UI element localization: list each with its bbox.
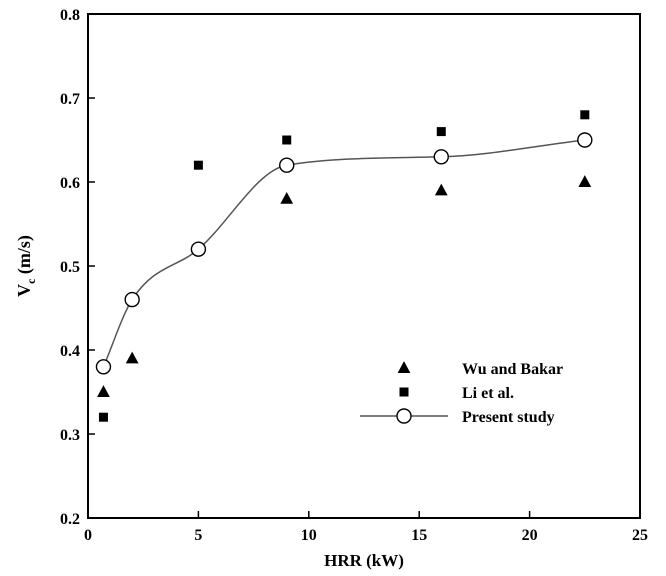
legend-li-et-al-marker xyxy=(399,387,409,397)
present-study-point xyxy=(279,157,295,173)
legend-wu-and-bakar-marker xyxy=(397,361,411,373)
wu-and-bakar-point xyxy=(125,351,139,364)
legend: Wu and Bakar Li et al. Present study xyxy=(360,361,563,426)
li-et-al-point xyxy=(98,412,108,422)
y-tick-label: 0.3 xyxy=(60,427,80,444)
legend-present-study-marker xyxy=(396,408,412,424)
x-tick-label: 0 xyxy=(84,527,92,544)
wu-and-bakar-point xyxy=(578,175,592,187)
x-tick-label: 10 xyxy=(301,527,317,544)
y-axis-label-unit: (m/s) xyxy=(14,235,35,279)
y-axis-label: Vc (m/s) xyxy=(14,235,38,297)
wu-and-bakar-point xyxy=(434,183,448,196)
legend-label: Li et al. xyxy=(462,385,514,402)
present-study-point xyxy=(95,359,112,375)
y-tick-label: 0.7 xyxy=(60,91,80,108)
present-study-point xyxy=(577,132,593,148)
y-tick-label: 0.2 xyxy=(60,511,80,528)
present-study-line xyxy=(102,139,585,368)
y-axis-label-subscript: c xyxy=(24,278,38,284)
wu-and-bakar-point xyxy=(97,385,110,397)
x-axis-label: HRR (kW) xyxy=(324,551,404,570)
present-study-point xyxy=(190,241,207,257)
li-et-al-point xyxy=(193,160,203,170)
present-study-curve-layer xyxy=(102,139,585,368)
li-et-al-point xyxy=(580,110,590,120)
plot-frame xyxy=(87,13,641,519)
y-tick-label: 0.4 xyxy=(60,343,80,360)
x-tick-label: 20 xyxy=(522,527,538,544)
x-tick-label: 5 xyxy=(194,527,202,544)
x-tick-label: 15 xyxy=(411,527,427,544)
present-study-point xyxy=(433,149,449,165)
x-tick-label: 25 xyxy=(632,527,648,544)
li-et-al-point xyxy=(282,135,292,145)
y-tick-label: 0.6 xyxy=(60,175,80,192)
y-tick-label: 0.8 xyxy=(60,7,80,24)
present-study-point xyxy=(124,291,140,308)
legend-label: Wu and Bakar xyxy=(462,361,563,378)
wu-and-bakar-point xyxy=(280,191,294,204)
li-et-al-point xyxy=(436,127,446,137)
y-tick-label: 0.5 xyxy=(60,259,80,276)
axis-ticks: 0 5 10 15 20 25 0.2 0.3 0.4 0.5 0.6 0.7 0.8 xyxy=(60,7,648,544)
data-marks xyxy=(95,110,593,422)
y-axis-label-main: V xyxy=(14,284,34,297)
legend-label: Present study xyxy=(462,409,555,426)
